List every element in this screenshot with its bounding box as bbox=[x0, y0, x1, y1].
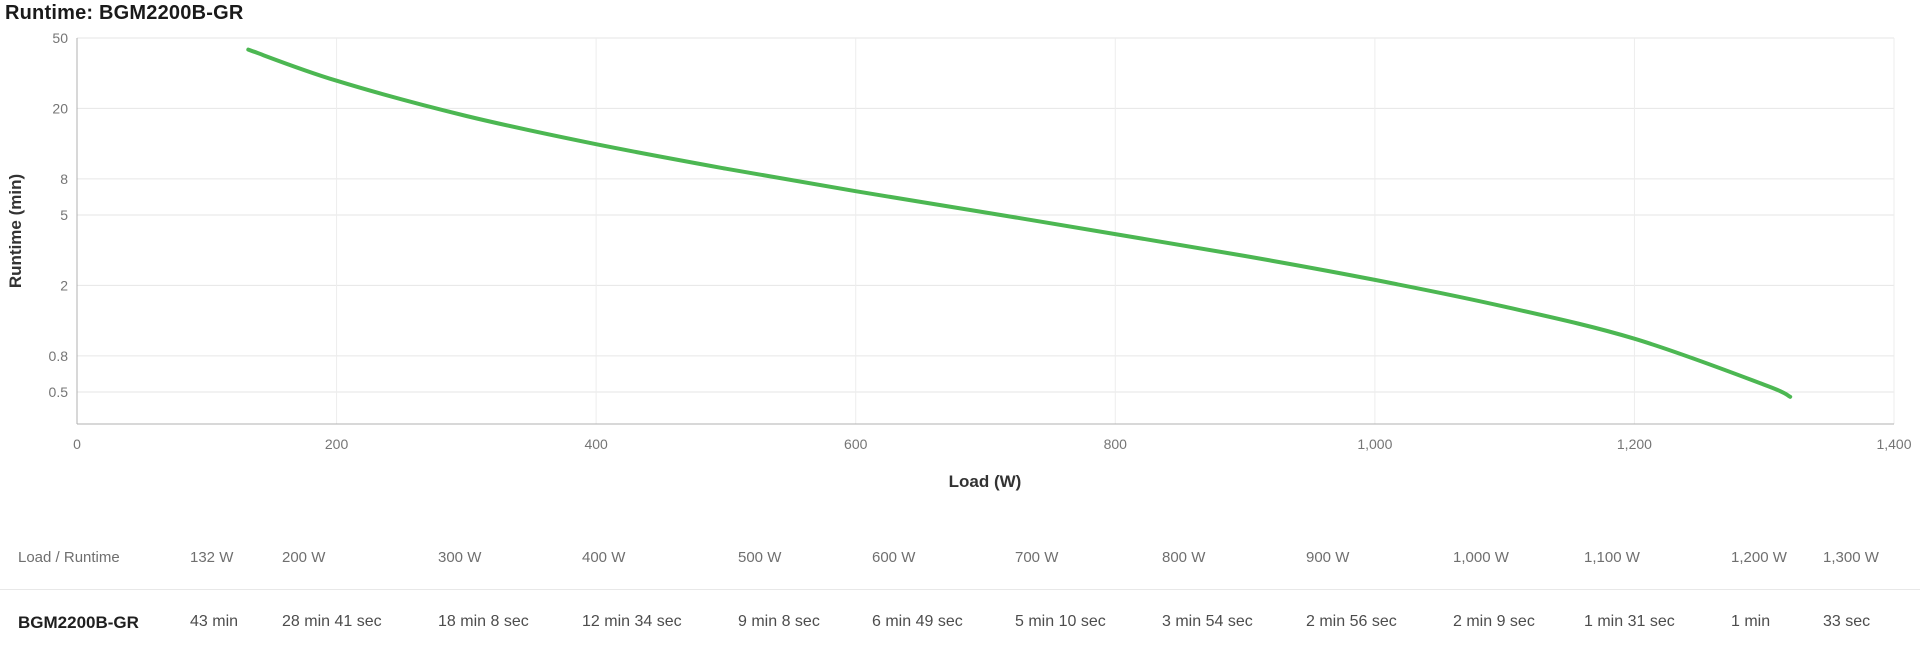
x-tick-label: 800 bbox=[1104, 436, 1128, 452]
table-runtime-value-7: 5 min 10 sec bbox=[1015, 613, 1106, 630]
table-row-model-label: BGM2200B-GR bbox=[18, 613, 139, 632]
table-runtime-value-8: 3 min 54 sec bbox=[1162, 613, 1253, 630]
table-runtime-value-9: 2 min 56 sec bbox=[1306, 613, 1397, 630]
y-tick-label: 50 bbox=[52, 30, 68, 46]
table-runtime-value-1: 43 min bbox=[190, 613, 239, 630]
table-header-load-7: 700 W bbox=[1015, 549, 1059, 566]
x-tick-label: 200 bbox=[325, 436, 349, 452]
table-header-load-12: 1,200 W bbox=[1731, 549, 1787, 566]
table-runtime-value-12: 1 min bbox=[1731, 613, 1771, 630]
y-tick-label: 0.5 bbox=[49, 384, 69, 400]
table-header-load-runtime: Load / Runtime bbox=[18, 549, 120, 566]
table-header-load-10: 1,000 W bbox=[1453, 549, 1509, 566]
table-runtime-value-4: 12 min 34 sec bbox=[582, 613, 682, 630]
page-title: Runtime: BGM2200B-GR bbox=[5, 2, 244, 24]
table-header-load-6: 600 W bbox=[872, 549, 916, 566]
table-runtime-value-11: 1 min 31 sec bbox=[1584, 613, 1675, 630]
runtime-line-chart: 50 20 8 5 2 0.8 0.5 0 200 400 600 800 1,000 1,200 1,40… bbox=[6, 30, 1912, 491]
table-header-load-11: 1,100 W bbox=[1584, 549, 1640, 566]
y-tick-label: 20 bbox=[52, 100, 68, 116]
x-tick-label: 1,200 bbox=[1617, 436, 1652, 452]
y-axis-title: Runtime (min) bbox=[6, 174, 25, 288]
x-tick-label: 600 bbox=[844, 436, 868, 452]
y-tick-label: 0.8 bbox=[49, 348, 69, 364]
y-tick-label: 8 bbox=[60, 171, 68, 187]
table-header-load-4: 400 W bbox=[582, 549, 626, 566]
x-tick-label: 1,400 bbox=[1876, 436, 1911, 452]
table-header-load-13: 1,300 W bbox=[1823, 549, 1879, 566]
table-header-load-9: 900 W bbox=[1306, 549, 1350, 566]
y-tick-label: 5 bbox=[60, 207, 68, 223]
table-divider bbox=[0, 589, 1920, 590]
table-header-load-5: 500 W bbox=[738, 549, 782, 566]
x-tick-label: 1,000 bbox=[1357, 436, 1392, 452]
table-header-load-1: 132 W bbox=[190, 549, 234, 566]
x-axis-title: Load (W) bbox=[949, 472, 1022, 491]
table-runtime-value-10: 2 min 9 sec bbox=[1453, 613, 1535, 630]
table-runtime-value-13: 33 sec bbox=[1823, 613, 1871, 630]
table-runtime-value-3: 18 min 8 sec bbox=[438, 613, 529, 630]
table-header-load-8: 800 W bbox=[1162, 549, 1206, 566]
y-tick-label: 2 bbox=[60, 277, 68, 293]
x-tick-label: 0 bbox=[73, 436, 81, 452]
runtime-curve[interactable] bbox=[246, 47, 1793, 399]
table-runtime-value-2: 28 min 41 sec bbox=[282, 613, 382, 630]
table-runtime-value-6: 6 min 49 sec bbox=[872, 613, 963, 630]
x-tick-label: 400 bbox=[584, 436, 608, 452]
table-header-load-3: 300 W bbox=[438, 549, 482, 566]
table-header-load-2: 200 W bbox=[282, 549, 326, 566]
table-runtime-value-5: 9 min 8 sec bbox=[738, 613, 820, 630]
